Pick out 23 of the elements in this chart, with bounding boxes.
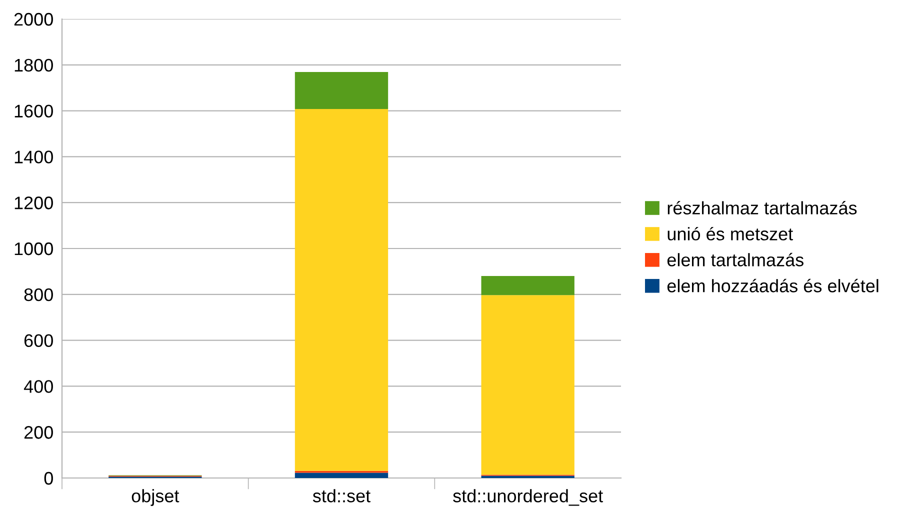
legend-label: elem tartalmazás [667,252,804,266]
bar [481,276,574,296]
x-tick-label: objset [132,489,180,506]
y-tick-label: 200 [24,426,53,439]
y-tick-label: 600 [24,334,53,348]
y-tick-label: 0 [44,472,53,485]
y-tick-label: 1200 [14,196,53,210]
y-tick-label: 1800 [14,58,53,72]
y-tick-label: 1600 [14,104,53,118]
y-tick-label: 1400 [14,150,53,164]
x-tick-label: std::set [312,489,370,502]
bar [294,72,388,109]
bar [294,108,388,471]
legend-label: elem hozzáadás és elvétel [667,278,878,292]
legend-label: részhalmaz tartalmazás [668,200,857,214]
bar [481,295,574,475]
y-tick-label: 800 [24,288,53,302]
y-tick-label: 2000 [14,12,53,26]
y-tick-label: 400 [24,380,53,393]
bar [294,472,388,478]
legend-label: unió és metszet [668,226,793,240]
x-tick-label: std::unordered_set [453,489,603,506]
y-tick-label: 1000 [14,242,53,256]
